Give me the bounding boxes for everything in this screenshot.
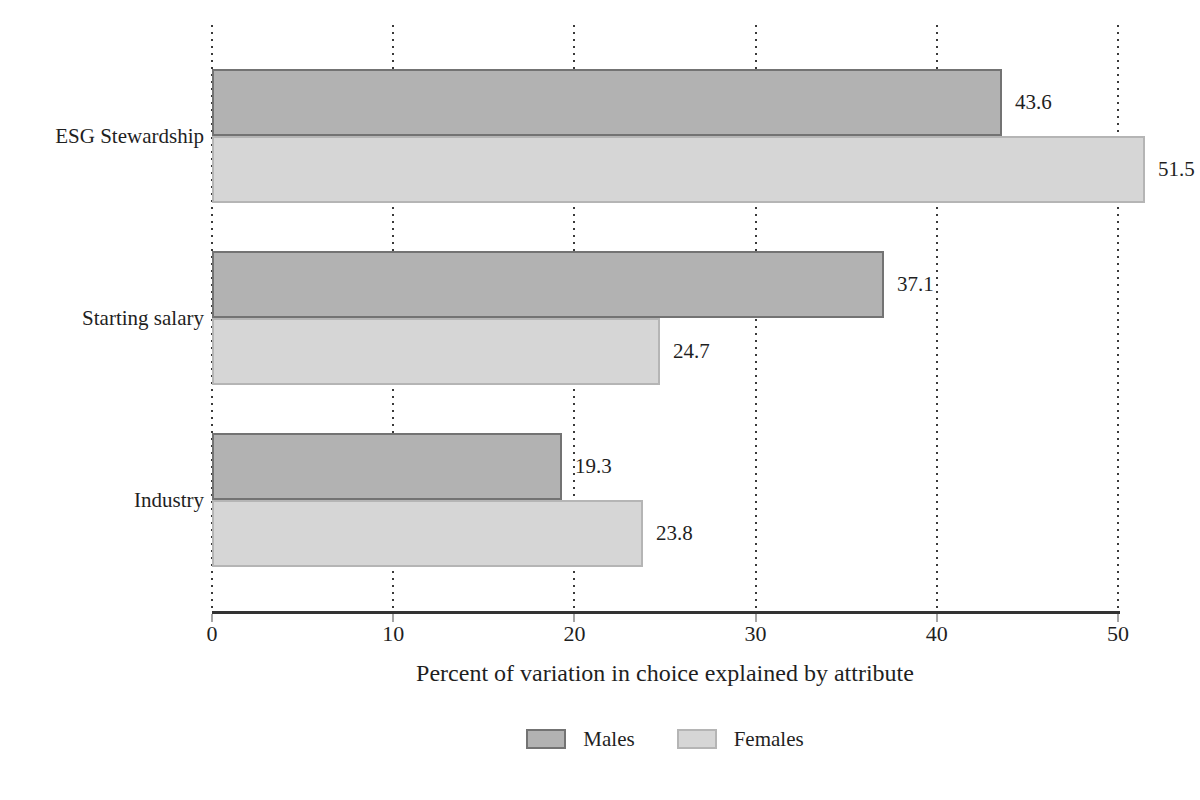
x-tick-label: 10 bbox=[382, 622, 404, 646]
bar-value-label: 37.1 bbox=[897, 251, 934, 318]
category-label: Starting salary bbox=[0, 304, 204, 332]
legend-item-females: Females bbox=[677, 727, 804, 752]
bar-females bbox=[212, 136, 1145, 203]
legend-swatch-females bbox=[677, 729, 717, 749]
legend: Males Females bbox=[212, 722, 1118, 756]
bar-value-label: 51.5 bbox=[1158, 136, 1195, 203]
bar-males bbox=[212, 433, 562, 500]
bar-value-label: 23.8 bbox=[656, 500, 693, 567]
gridline bbox=[1117, 25, 1119, 611]
x-tick-label: 30 bbox=[745, 622, 767, 646]
category-label: ESG Stewardship bbox=[0, 122, 204, 150]
bar-chart: 0 10 20 30 40 50 43.6 51.5 37.1 24.7 19.3 23.8 ESG… bbox=[0, 0, 1200, 800]
bar-males bbox=[212, 251, 884, 318]
legend-item-males: Males bbox=[526, 727, 634, 752]
x-axis-title: Percent of variation in choice explained… bbox=[212, 660, 1118, 687]
legend-label-males: Males bbox=[583, 727, 634, 752]
x-tick-label: 50 bbox=[1107, 622, 1129, 646]
category-label: Industry bbox=[0, 486, 204, 514]
x-axis-line bbox=[212, 611, 1120, 614]
bar-value-label: 24.7 bbox=[673, 318, 710, 385]
x-tick-label: 0 bbox=[207, 622, 218, 646]
bar-females bbox=[212, 318, 660, 385]
bar-females bbox=[212, 500, 643, 567]
x-tick-label: 20 bbox=[563, 622, 585, 646]
bar-males bbox=[212, 69, 1002, 136]
bar-value-label: 19.3 bbox=[575, 433, 612, 500]
x-tick-label: 40 bbox=[926, 622, 948, 646]
bar-value-label: 43.6 bbox=[1015, 69, 1052, 136]
legend-label-females: Females bbox=[734, 727, 804, 752]
legend-swatch-males bbox=[526, 729, 566, 749]
